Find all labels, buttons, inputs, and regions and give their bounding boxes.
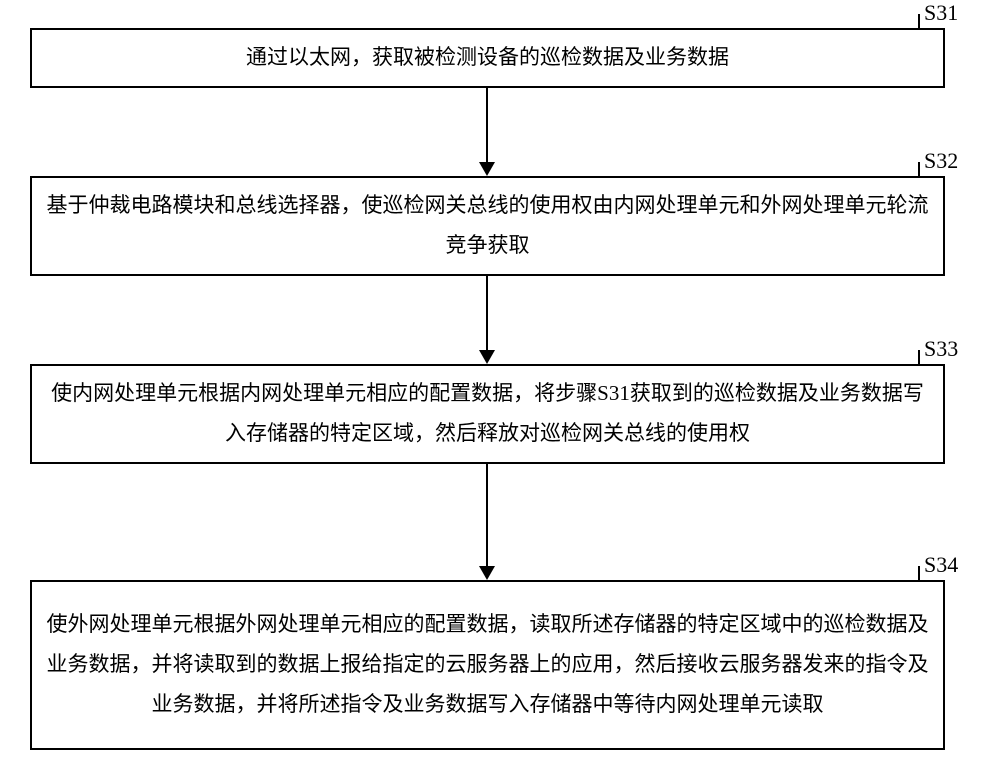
- flow-node-s34: 使外网处理单元根据外网处理单元相应的配置数据，读取所述存储器的特定区域中的巡检数…: [30, 580, 945, 750]
- flow-node-text: 通过以太网，获取被检测设备的巡检数据及业务数据: [246, 38, 729, 78]
- flow-node-s33: 使内网处理单元根据内网处理单元相应的配置数据，将步骤S31获取到的巡检数据及业务…: [30, 364, 945, 464]
- step-label-s34: S34: [924, 552, 958, 578]
- step-label-tick: [918, 350, 920, 364]
- step-label-s33: S33: [924, 336, 958, 362]
- flow-node-text: 使外网处理单元根据外网处理单元相应的配置数据，读取所述存储器的特定区域中的巡检数…: [46, 605, 929, 725]
- step-label-s31: S31: [924, 0, 958, 26]
- step-label-tick: [918, 162, 920, 176]
- flow-edge: [477, 88, 497, 178]
- flow-node-s32: 基于仲裁电路模块和总线选择器，使巡检网关总线的使用权由内网处理单元和外网处理单元…: [30, 176, 945, 276]
- arrowhead-icon: [479, 350, 495, 364]
- arrowhead-icon: [479, 162, 495, 176]
- step-label-tick: [918, 14, 920, 28]
- step-label-tick: [918, 566, 920, 580]
- arrowhead-icon: [479, 566, 495, 580]
- flow-edge: [477, 276, 497, 366]
- flow-node-text: 使内网处理单元根据内网处理单元相应的配置数据，将步骤S31获取到的巡检数据及业务…: [46, 374, 929, 454]
- flow-edge: [0, 0, 300, 150]
- step-label-s32: S32: [924, 148, 958, 174]
- flow-node-text: 基于仲裁电路模块和总线选择器，使巡检网关总线的使用权由内网处理单元和外网处理单元…: [46, 186, 929, 266]
- flowchart-canvas: S31 通过以太网，获取被检测设备的巡检数据及业务数据 S32 基于仲裁电路模块…: [0, 0, 1000, 762]
- flow-edge: [477, 464, 497, 582]
